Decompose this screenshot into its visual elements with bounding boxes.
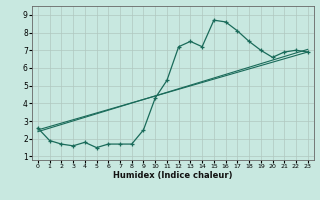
X-axis label: Humidex (Indice chaleur): Humidex (Indice chaleur) (113, 171, 233, 180)
